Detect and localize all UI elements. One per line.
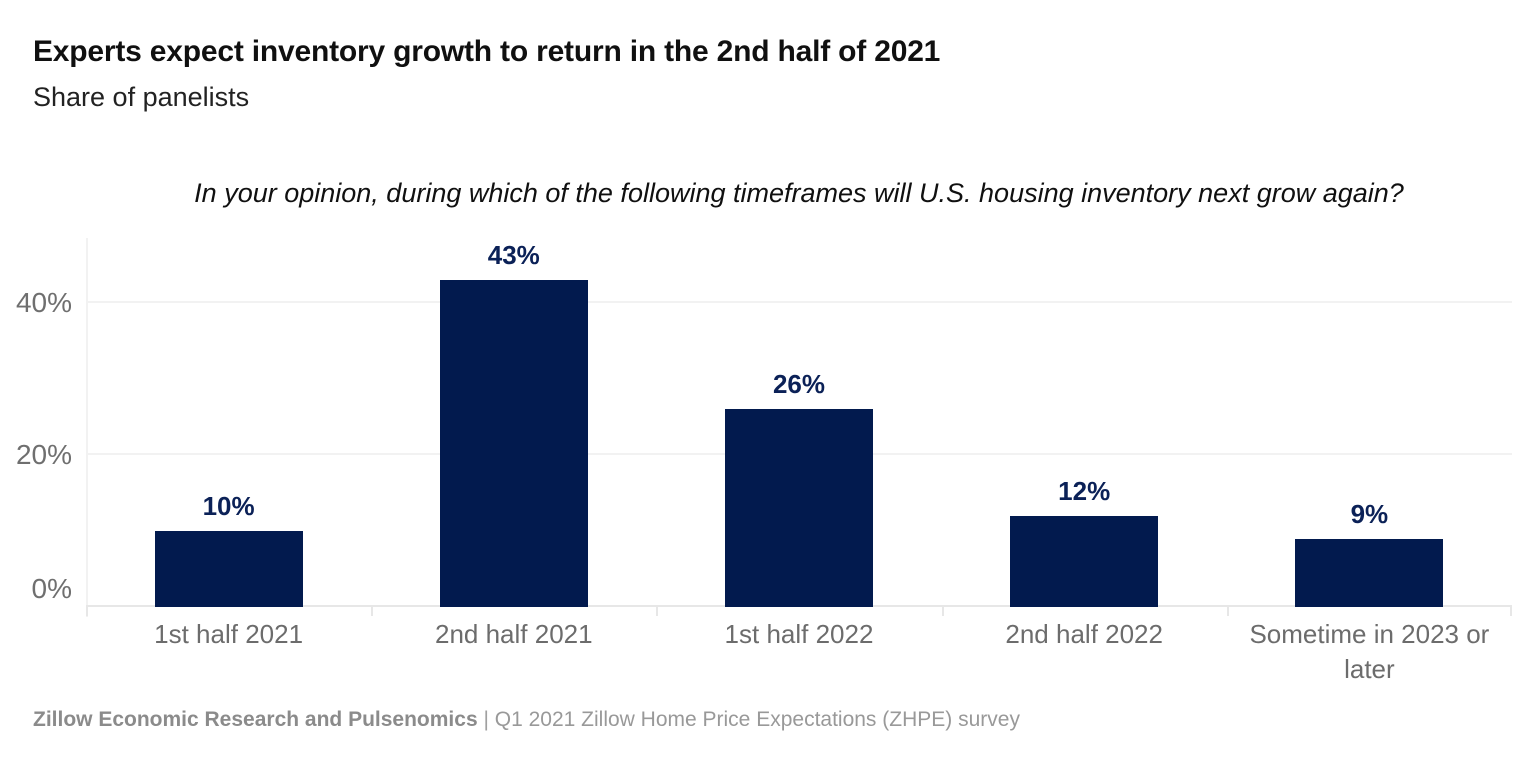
x-axis-label: 1st half 2022 <box>724 619 874 649</box>
source-name: Zillow Economic Research and Pulsenomics <box>33 708 478 731</box>
y-axis-label: 40% <box>15 287 72 318</box>
source-separator: | <box>477 708 495 731</box>
category-4: 12% <box>942 238 1227 607</box>
survey-question: In your opinion, during which of the fol… <box>194 178 1404 208</box>
x-axis-label: Sometime in 2023 or later <box>1249 619 1490 684</box>
bar <box>439 280 588 607</box>
x-axis-label: 2nd half 2021 <box>434 619 593 649</box>
source-attribution: Zillow Economic Research and Pulsenomics… <box>33 705 1020 735</box>
x-axis-label: 1st half 2021 <box>154 619 304 649</box>
bar-value-label: 10% <box>202 491 255 521</box>
category-1: 10% <box>86 238 371 607</box>
bar <box>1295 538 1444 607</box>
bar-value-label: 12% <box>1058 475 1111 506</box>
bar-chart-plot-area: 0% 20% 40% 10% 1st half 2021 43% 2nd half 2021… <box>16 238 1512 684</box>
x-axis-tick <box>1226 607 1229 616</box>
y-axis-label: 20% <box>15 439 72 470</box>
x-axis-tick <box>86 607 88 616</box>
bar-value-label: 26% <box>772 369 825 400</box>
gridline-40 <box>86 301 1512 303</box>
x-axis-tick <box>941 607 944 616</box>
page-subtitle: Share of panelists <box>33 82 250 112</box>
category-5: 9% <box>1227 238 1512 607</box>
x-axis-tick <box>656 607 659 616</box>
page-title: Experts expect inventory growth to retur… <box>33 35 941 68</box>
bar-value-label: 9% <box>1350 498 1389 529</box>
bar-value-label: 43% <box>487 240 540 271</box>
bar <box>1010 515 1159 607</box>
y-axis-line <box>86 238 88 617</box>
x-axis-label: 2nd half 2022 <box>1005 619 1163 649</box>
bar <box>724 409 873 607</box>
x-axis-tick <box>371 607 374 616</box>
source-detail: Q1 2021 Zillow Home Price Expectations (… <box>494 708 1020 731</box>
bar <box>154 531 303 607</box>
y-axis-label: 0% <box>31 573 72 604</box>
x-axis-tick <box>1510 607 1512 616</box>
category-2: 43% <box>371 238 656 607</box>
category-3: 26% <box>656 238 941 607</box>
